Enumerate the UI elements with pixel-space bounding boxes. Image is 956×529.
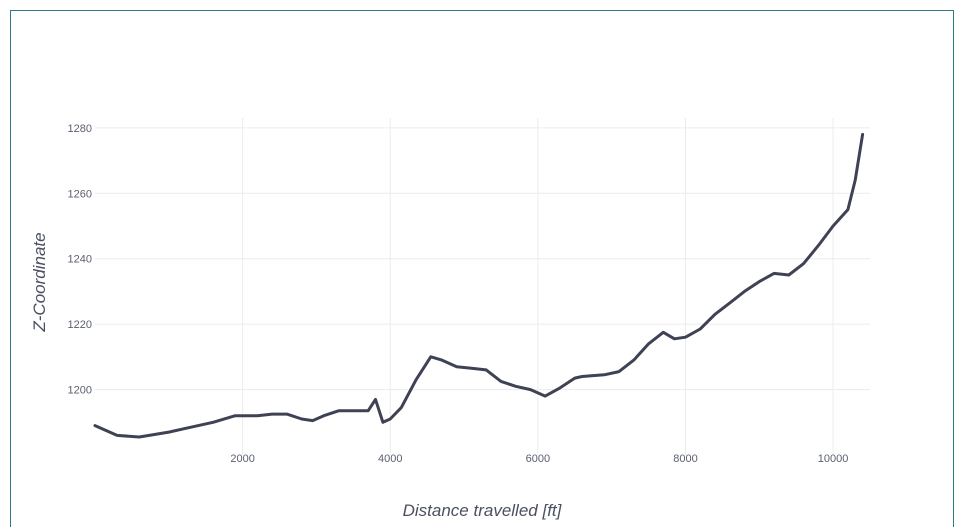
x-tick-label: 10000	[818, 453, 849, 465]
y-tick-label: 1200	[68, 385, 92, 397]
y-tick-label: 1220	[68, 319, 92, 331]
y-tick-label: 1280	[68, 123, 92, 135]
y-tick-label: 1240	[68, 254, 92, 266]
y-tick-label: 1260	[68, 188, 92, 200]
y-axis-title: Z-Coordinate	[30, 232, 49, 332]
x-axis-title: Distance travelled [ft]	[403, 501, 563, 520]
grid-lines	[95, 118, 870, 455]
series-layer	[93, 132, 865, 439]
x-tick-labels: 2000 4000 6000 8000 10000	[230, 453, 848, 465]
x-tick-label: 6000	[526, 453, 550, 465]
series-line	[93, 132, 865, 439]
x-tick-label: 8000	[673, 453, 697, 465]
x-tick-label: 4000	[378, 453, 402, 465]
y-tick-labels: 1200 1220 1240 1260 1280	[68, 123, 92, 397]
x-tick-label: 2000	[230, 453, 254, 465]
